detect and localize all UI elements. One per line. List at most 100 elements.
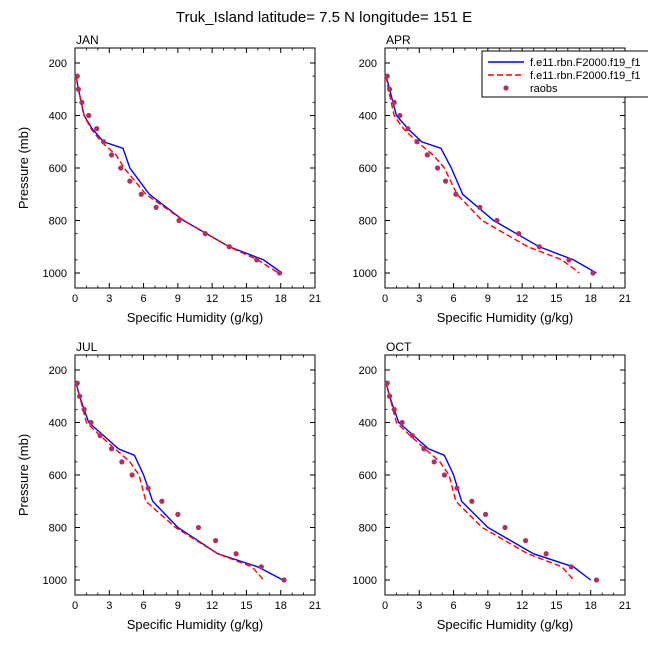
y-tick-label: 400	[359, 111, 377, 123]
y-tick-label: 600	[49, 163, 67, 175]
raobs-point	[176, 217, 182, 224]
raobs-point	[76, 393, 83, 399]
x-tick-label: 12	[516, 293, 528, 305]
y-tick-label: 600	[49, 470, 67, 482]
series-line-dashed	[75, 382, 265, 581]
raobs-point	[568, 564, 574, 570]
panel-jul: JUL 0 3 6 9 12 15 18 21 200 400 600 800 1000 Specific …	[16, 340, 321, 632]
y-axis-label: Pressure (mb)	[16, 434, 31, 516]
x-tick-label: 21	[619, 293, 631, 305]
raobs-point	[74, 380, 80, 386]
legend-label: raobs	[530, 83, 558, 95]
raobs-point	[421, 446, 427, 452]
raobs-point	[79, 99, 85, 105]
x-tick-label: 3	[106, 293, 112, 305]
raobs-point	[202, 231, 208, 237]
raobs-point	[593, 577, 600, 583]
raobs-point	[453, 191, 459, 197]
raobs-point	[397, 112, 403, 119]
raobs-point	[543, 551, 549, 557]
plot-frame	[74, 47, 316, 289]
raobs-point	[414, 139, 420, 145]
x-tick-label: 0	[72, 293, 78, 305]
x-tick-label: 18	[585, 600, 597, 612]
x-tick-label: 15	[240, 600, 252, 612]
raobs-point	[384, 73, 390, 79]
y-tick-label: 600	[359, 470, 377, 482]
x-tick-label: 21	[619, 600, 631, 612]
panel-oct: OCT 0 3 6 9 12 15 18 21 200 400 600 800 1000 Specific …	[353, 340, 632, 632]
x-tick-label: 9	[485, 293, 491, 305]
raobs-point	[536, 244, 542, 250]
y-tick-label: 800	[359, 523, 377, 535]
panel-jan: JAN 0 3 6 9 12 15 18 21 200 400 600 800 1000 Specific …	[16, 33, 321, 325]
raobs-point	[477, 204, 483, 210]
raobs-point	[138, 191, 144, 197]
raobs-point	[590, 270, 596, 276]
series-line-solid	[75, 75, 283, 274]
legend-box	[481, 50, 648, 98]
raobs-point	[386, 393, 393, 399]
raobs-point	[258, 564, 264, 570]
raobs-point	[281, 577, 287, 583]
panel-label: OCT	[386, 340, 412, 354]
raobs-point	[399, 419, 405, 426]
x-tick-label: 15	[240, 293, 252, 305]
panel-label: JAN	[76, 33, 99, 47]
plot-frame	[74, 354, 316, 596]
raobs-point	[129, 472, 135, 478]
raobs-point	[441, 472, 448, 478]
x-tick-label: 3	[106, 600, 112, 612]
y-tick-label: 200	[49, 365, 67, 377]
raobs-point	[195, 524, 202, 531]
legend-label: f.e11.rbn.F2000.f19_f1	[530, 57, 641, 69]
raobs-point	[226, 244, 232, 250]
raobs-point	[233, 551, 239, 557]
series-line-solid	[75, 382, 284, 581]
raobs-point	[212, 538, 219, 544]
raobs-point	[75, 86, 82, 92]
legend-label: f.e11.rbn.F2000.f19_f1	[530, 70, 641, 82]
x-tick-label: 0	[72, 600, 78, 612]
raobs-point	[384, 380, 390, 386]
x-tick-label: 15	[550, 600, 562, 612]
raobs-point	[145, 485, 151, 491]
y-tick-label: 400	[359, 418, 377, 430]
raobs-point	[119, 459, 125, 465]
raobs-point	[97, 433, 103, 439]
raobs-point	[516, 231, 522, 237]
raobs-point	[431, 459, 437, 465]
x-tick-label: 6	[451, 600, 457, 612]
panel-apr: APR 0 3 6 9 12 15 18 21 200 400 600 800 1000 Specific …	[353, 33, 632, 325]
y-tick-label: 1000	[353, 268, 377, 280]
y-tick-label: 200	[359, 365, 377, 377]
x-tick-label: 12	[206, 293, 218, 305]
series-line-dashed	[75, 75, 279, 274]
raobs-point	[81, 406, 87, 412]
x-tick-label: 21	[309, 600, 321, 612]
raobs-point	[276, 270, 283, 276]
x-tick-label: 3	[416, 600, 422, 612]
raobs-point	[424, 152, 430, 158]
legend: f.e11.rbn.F2000.f19_f1f.e11.rbn.F2000.f1…	[481, 50, 648, 98]
raobs-point	[175, 511, 181, 517]
panel-label: APR	[386, 33, 411, 47]
y-tick-label: 600	[359, 163, 377, 175]
raobs-point	[391, 99, 397, 105]
x-tick-label: 9	[175, 600, 181, 612]
raobs-point	[482, 511, 489, 517]
x-tick-label: 12	[516, 600, 528, 612]
y-tick-label: 800	[359, 216, 377, 228]
x-tick-label: 15	[550, 293, 562, 305]
x-tick-label: 3	[416, 293, 422, 305]
x-tick-label: 18	[275, 293, 287, 305]
y-tick-label: 800	[49, 523, 67, 535]
x-tick-label: 0	[382, 293, 388, 305]
raobs-point	[454, 485, 460, 491]
raobs-point	[434, 165, 441, 171]
raobs-point	[108, 446, 115, 452]
x-tick-label: 6	[141, 600, 147, 612]
raobs-point	[391, 406, 397, 412]
